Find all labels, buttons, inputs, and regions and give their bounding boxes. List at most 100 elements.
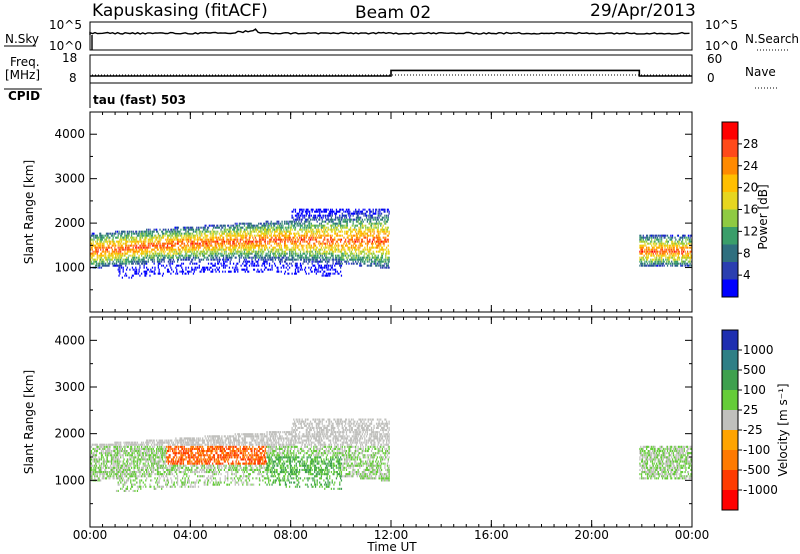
- data-cell: [232, 230, 235, 233]
- data-cell: [195, 248, 197, 251]
- data-cell: [283, 234, 286, 237]
- data-cell: [677, 262, 680, 265]
- data-cell: [355, 212, 358, 215]
- data-cell: [308, 216, 310, 219]
- data-cell: [381, 246, 384, 249]
- data-cell: [150, 258, 152, 261]
- data-cell: [233, 244, 236, 247]
- data-cell: [283, 222, 286, 225]
- data-cell: [681, 256, 683, 259]
- data-cell: [274, 246, 277, 249]
- data-cell: [155, 234, 157, 237]
- data-cell: [237, 234, 240, 237]
- data-cell: [296, 212, 298, 215]
- data-cell: [682, 242, 685, 245]
- data-cell: [253, 224, 255, 227]
- data-cell: [120, 238, 123, 241]
- data-cell: [680, 242, 682, 245]
- data-cell: [199, 250, 201, 253]
- data-cell: [179, 238, 181, 241]
- data-cell: [90, 454, 92, 457]
- data-cell: [238, 260, 241, 263]
- data-cell: [281, 222, 283, 225]
- data-cell: [656, 246, 659, 249]
- data-cell: [366, 220, 368, 223]
- data-cell: [216, 240, 218, 243]
- data-cell: [157, 260, 159, 263]
- data-cell: [364, 218, 366, 221]
- data-cell: [176, 230, 179, 233]
- data-cell: [183, 234, 185, 237]
- data-cell: [373, 226, 375, 229]
- data-cell: [237, 224, 239, 227]
- data-cell: [380, 222, 382, 225]
- data-cell: [323, 252, 325, 255]
- data-cell: [181, 262, 183, 265]
- data-cell: [309, 258, 312, 261]
- data-cell: [154, 266, 156, 269]
- data-cell: [654, 260, 656, 263]
- data-cell: [171, 242, 174, 245]
- data-cell: [290, 242, 292, 245]
- data-cell: [656, 246, 658, 249]
- data-cell: [299, 256, 302, 259]
- data-cell: [258, 234, 260, 237]
- data-cell: [186, 234, 189, 237]
- data-cell: [661, 242, 664, 245]
- data-cell: [163, 244, 165, 247]
- data-cell: [372, 238, 374, 241]
- data-cell: [158, 272, 160, 275]
- data-cell: [237, 226, 239, 229]
- data-cell: [125, 262, 127, 265]
- data-cell: [288, 248, 291, 251]
- data-cell: [171, 246, 174, 249]
- data-cell: [261, 256, 263, 259]
- data-cell: [370, 262, 372, 265]
- data-cell: [156, 246, 159, 249]
- data-cell: [141, 252, 144, 255]
- data-cell: [166, 248, 168, 251]
- data-cell: [320, 224, 323, 227]
- data-cell: [327, 266, 329, 269]
- data-cell: [205, 230, 207, 233]
- data-cell: [230, 236, 232, 239]
- data-cell: [289, 232, 292, 235]
- data-cell: [151, 250, 153, 253]
- data-cell: [204, 232, 206, 235]
- data-cell: [209, 252, 211, 255]
- data-cell: [221, 242, 223, 245]
- data-cell: [640, 246, 643, 249]
- data-cell: [92, 254, 94, 257]
- data-cell: [339, 230, 341, 233]
- data-cell: [187, 228, 190, 231]
- data-cell: [273, 240, 275, 243]
- data-cell: [270, 238, 272, 241]
- data-cell: [357, 248, 359, 251]
- data-cell: [248, 246, 250, 249]
- data-cell: [362, 220, 364, 223]
- data-cell: [287, 268, 289, 271]
- data-cell: [291, 258, 293, 261]
- data-cell: [221, 238, 223, 241]
- data-cell: [206, 266, 208, 269]
- data-cell: [251, 264, 253, 267]
- data-cell: [243, 252, 246, 255]
- data-cell: [319, 252, 322, 255]
- data-cell: [339, 250, 342, 253]
- data-cell: [681, 236, 684, 239]
- data-cell: [126, 248, 129, 251]
- data-cell: [279, 230, 282, 233]
- data-cell: [207, 238, 210, 241]
- data-cell: [149, 238, 151, 241]
- data-cell: [298, 216, 300, 219]
- data-cell: [105, 238, 107, 241]
- data-cell: [176, 238, 178, 241]
- data-cell: [372, 212, 374, 215]
- data-cell: [229, 240, 231, 243]
- data-cell: [319, 250, 321, 253]
- data-cell: [166, 230, 168, 233]
- data-cell: [306, 250, 308, 253]
- data-cell: [159, 234, 161, 237]
- data-cell: [138, 240, 140, 243]
- data-cell: [647, 252, 649, 255]
